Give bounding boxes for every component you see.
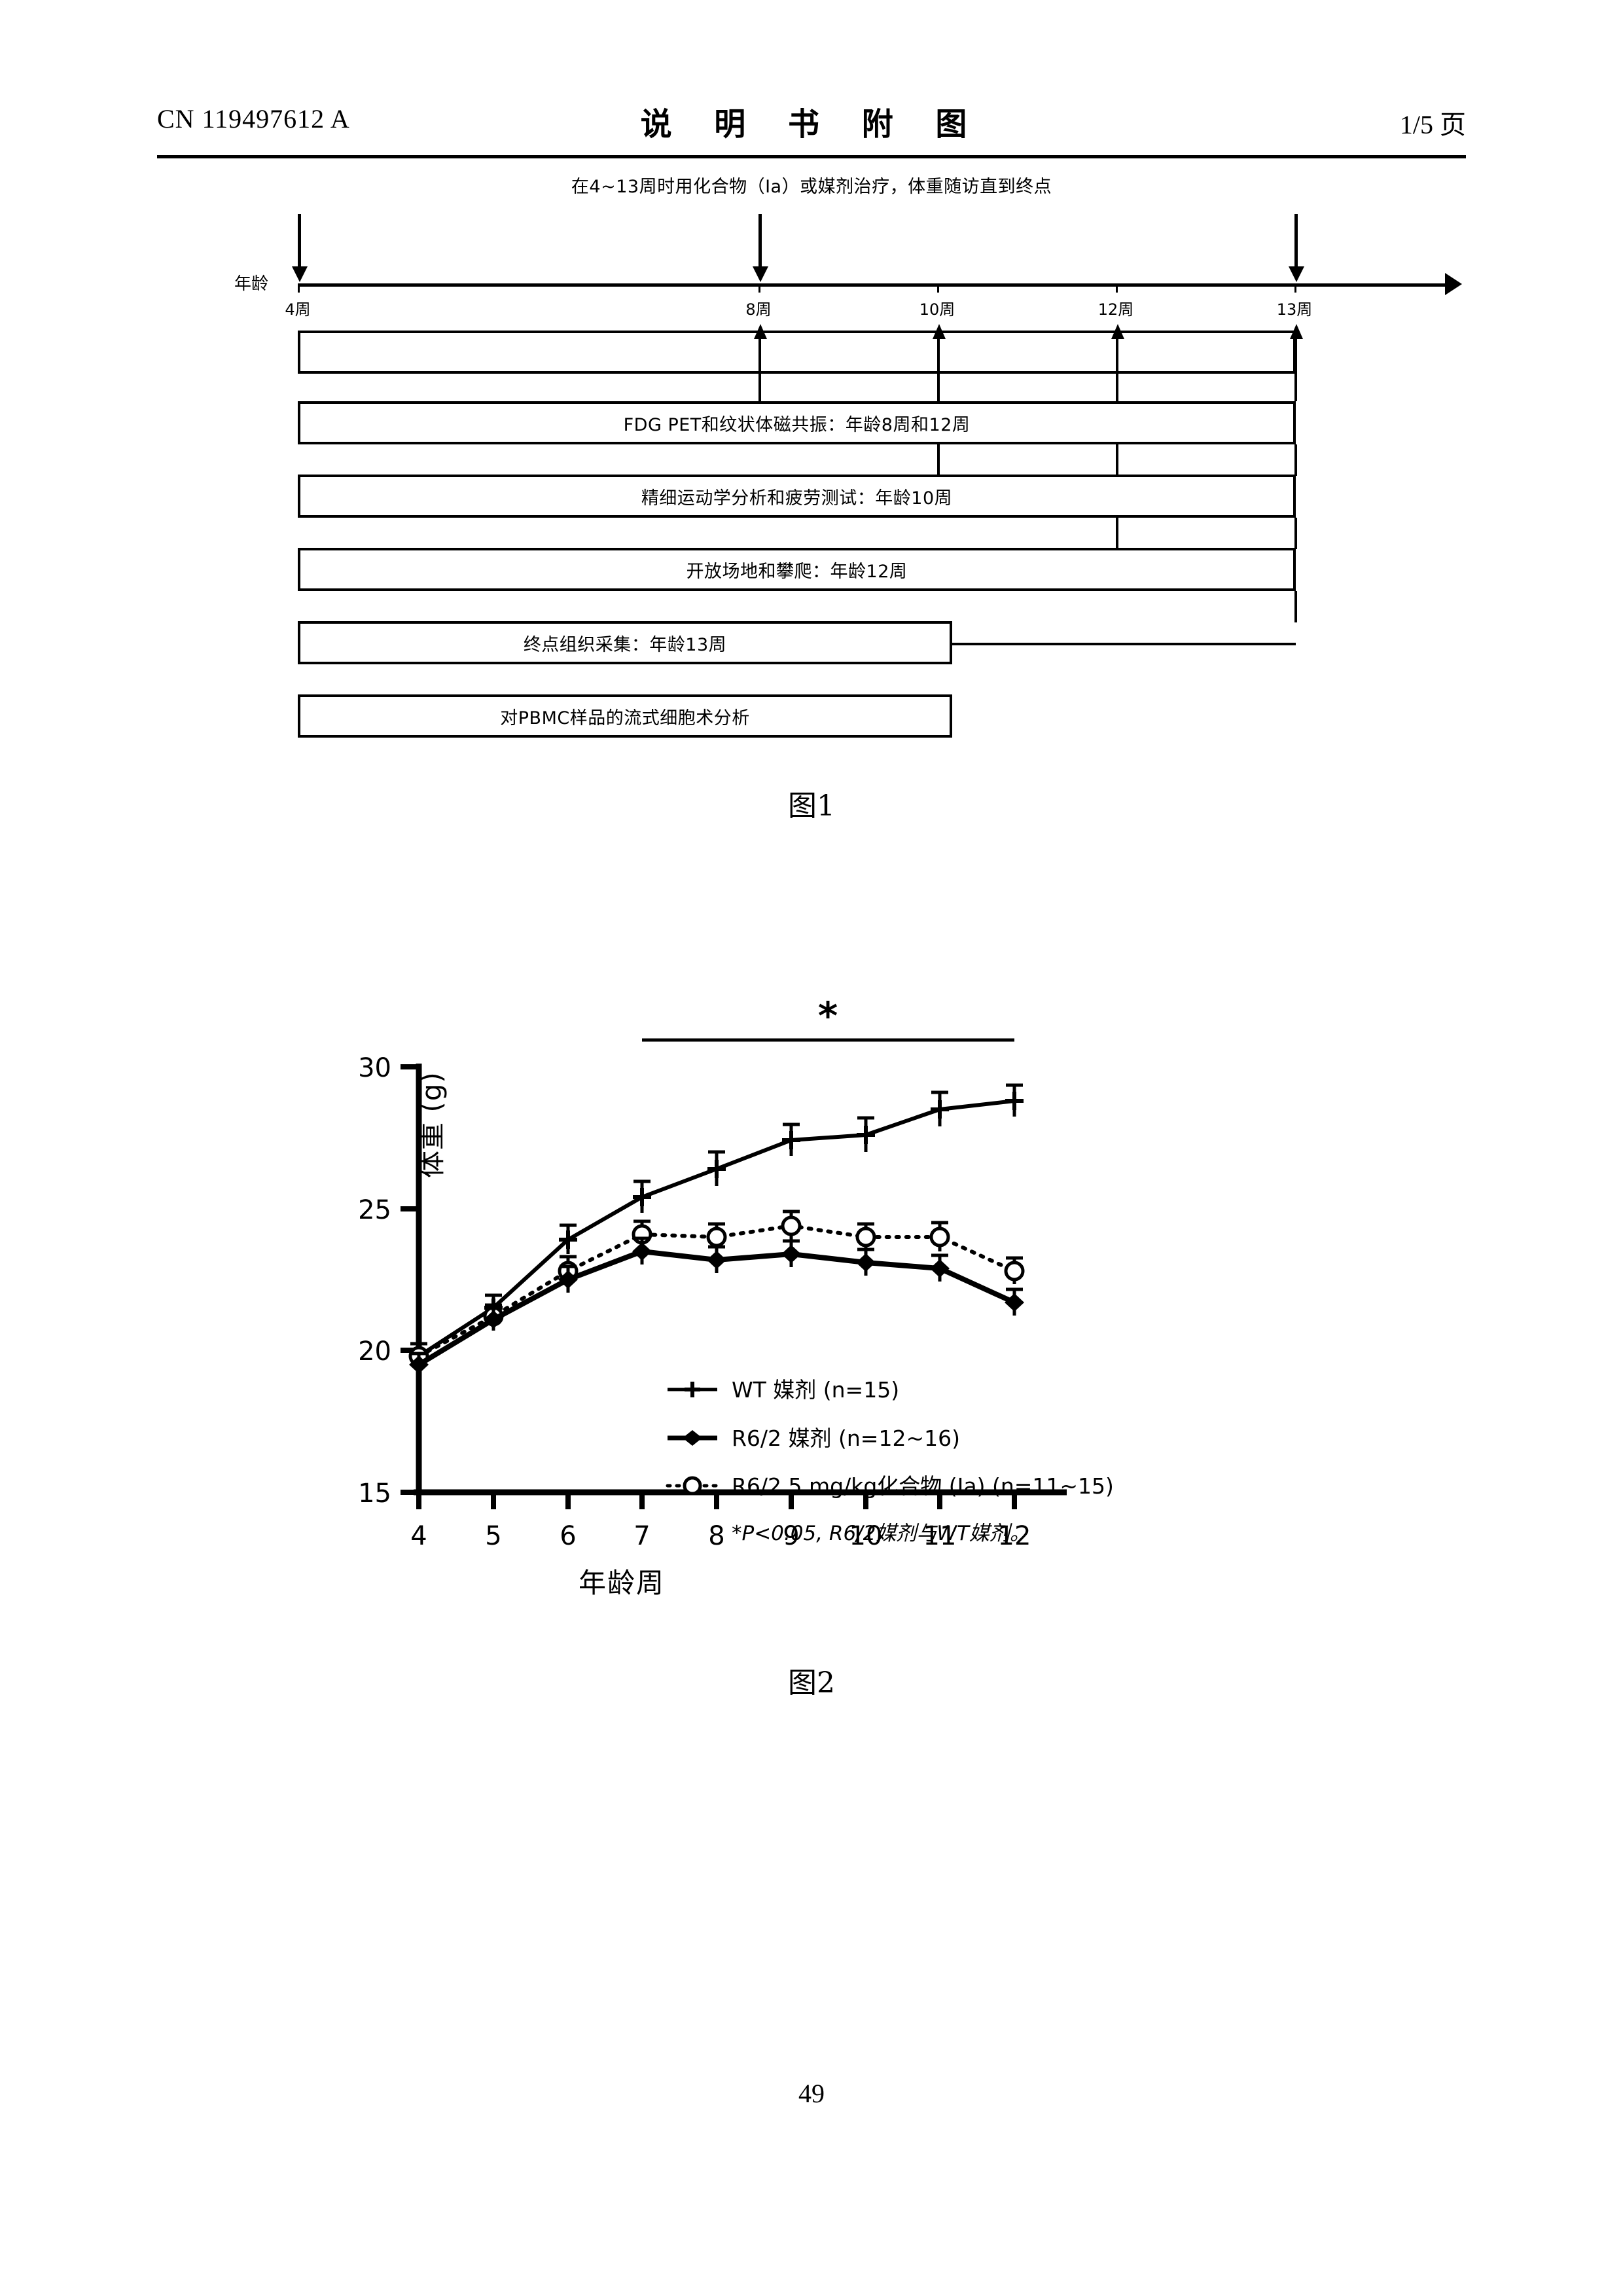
figure-1: 在4~13周时用化合物（Ia）或媒剂治疗，体重随访直到终点 年龄 4周 8周 1…	[157, 167, 1466, 743]
legend-label: R6/2 5 mg/kg化合物 (Ia) (n=11~15)	[732, 1473, 1114, 1499]
legend-entry-wt-vehicle: WT 媒剂 (n=15)	[668, 1377, 899, 1403]
figure2-caption: 图2	[0, 1659, 1623, 1701]
connector-vertical	[1294, 591, 1297, 622]
significance-star: *	[818, 994, 838, 1038]
assessment-bar-label: 对PBMC样品的流式细胞术分析	[500, 704, 749, 729]
page-title: 说 明 书 附 图	[641, 98, 983, 144]
chart-legend: WT 媒剂 (n=15) R6/2 媒剂 (n=12~16) R6/2 5 mg…	[668, 1377, 1114, 1545]
legend-entry-r62-vehicle: R6/2 媒剂 (n=12~16)	[668, 1426, 960, 1451]
timeline-tick-label: 12周	[1098, 296, 1134, 319]
assessment-bar-open-field: 开放场地和攀爬：年龄12周	[298, 548, 1296, 591]
timeline-tick-label: 10周	[919, 296, 955, 319]
connector-up-arrow-icon	[1294, 338, 1297, 375]
assessment-bar-kinematics: 精细运动学分析和疲劳测试：年龄10周	[298, 475, 1296, 518]
timeline-tick-label: 13周	[1277, 296, 1313, 319]
timeline-axis	[298, 283, 1450, 287]
assessment-bar-label: 终点组织采集：年龄13周	[524, 630, 726, 656]
timeline-tick-label: 8周	[745, 296, 771, 319]
dosing-arrow-icon	[1294, 214, 1298, 268]
connector-up-arrow-icon	[1116, 338, 1118, 375]
timeline-tick	[937, 283, 939, 293]
connector-vertical	[1294, 444, 1297, 476]
timeline-tick-label: 4周	[285, 296, 310, 319]
assessment-bar-label: 精细运动学分析和疲劳测试：年龄10周	[641, 484, 952, 509]
dosing-arrow-icon	[758, 214, 762, 268]
connector-vertical	[937, 374, 940, 401]
assessment-bar-pbmc-flow-cytometry: 对PBMC样品的流式细胞术分析	[298, 694, 952, 738]
legend-label: WT 媒剂 (n=15)	[732, 1377, 899, 1403]
chart-series-r62-vehicle	[409, 1238, 1024, 1376]
connector-up-arrow-icon	[937, 338, 940, 375]
connector-vertical	[1294, 518, 1297, 549]
chart-y-tick-label-20: 20	[358, 1336, 391, 1367]
chart-y-tick-label-15: 15	[358, 1479, 391, 1509]
figure1-study-title: 在4~13周时用化合物（Ia）或媒剂治疗，体重随访直到终点	[484, 172, 1139, 198]
timeline-tick	[1116, 283, 1118, 293]
legend-label: R6/2 媒剂 (n=12~16)	[732, 1426, 960, 1451]
timeline-tick	[298, 283, 300, 293]
connector-vertical	[1294, 374, 1297, 401]
legend-entry-r62-compound-ia: R6/2 5 mg/kg化合物 (Ia) (n=11~15)	[668, 1473, 1114, 1499]
assessment-bar-tissue-collection: 终点组织采集：年龄13周	[298, 621, 952, 664]
page-indicator: 1/5 页	[1400, 103, 1466, 141]
connector-vertical	[758, 374, 761, 401]
connector-vertical	[1116, 518, 1118, 549]
chart-significance-annotation: *	[642, 994, 1014, 1040]
header-divider	[157, 155, 1466, 158]
chart-series-r62-compound-ia	[410, 1211, 1023, 1369]
connector-vertical	[1116, 374, 1118, 401]
connector-vertical	[937, 444, 940, 476]
page-header: CN 119497612 A 说 明 书 附 图 1/5 页	[157, 98, 1466, 151]
figure1-caption: 图1	[0, 782, 1623, 824]
timeline-arrow-head-icon	[1445, 273, 1462, 295]
patent-drawing-page: CN 119497612 A 说 明 书 附 图 1/5 页 在4~13周时用化…	[0, 0, 1623, 2296]
chart-x-tick-label-4: 4	[410, 1521, 427, 1551]
assessment-bar-label: 开放场地和攀爬：年龄12周	[687, 557, 908, 583]
chart-x-tick-label-7: 7	[633, 1521, 650, 1551]
dosing-arrow-icon	[298, 214, 301, 268]
chart-x-tick-label-6: 6	[560, 1521, 576, 1551]
timeline-tick	[1294, 283, 1296, 293]
timeline-axis-label: 年龄	[234, 270, 268, 295]
timeline-span-bar	[298, 331, 1296, 374]
connector-horizontal	[951, 643, 1296, 645]
chart-footnote: *P<0.05, R6/2媒剂与WT媒剂。	[732, 1522, 1030, 1545]
chart-y-tick-label-30: 30	[358, 1053, 391, 1083]
chart-x-tick-label-5: 5	[485, 1521, 501, 1551]
figure-2: 体重 (g) 年龄周 15 20 25 30	[157, 877, 1466, 1702]
assessment-bar-label: FDG PET和纹状体磁共振：年龄8周和12周	[624, 410, 971, 436]
connector-vertical	[1116, 444, 1118, 476]
marker-open-circle-icon	[410, 1217, 1023, 1365]
timeline-tick	[758, 283, 760, 293]
assessment-bar-fdg-pet: FDG PET和纹状体磁共振：年龄8周和12周	[298, 401, 1296, 444]
footer-page-number: 49	[0, 2078, 1623, 2109]
connector-up-arrow-icon	[758, 338, 761, 375]
chart-y-tick-label-25: 25	[358, 1195, 391, 1225]
chart-plot-area: 15 20 25 30 4 5 6 7 8 9	[157, 877, 1453, 1571]
chart-y-ticks: 15 20 25 30	[358, 1053, 419, 1509]
chart-x-tick-label-8: 8	[708, 1521, 724, 1551]
patent-number: CN 119497612 A	[157, 103, 350, 134]
